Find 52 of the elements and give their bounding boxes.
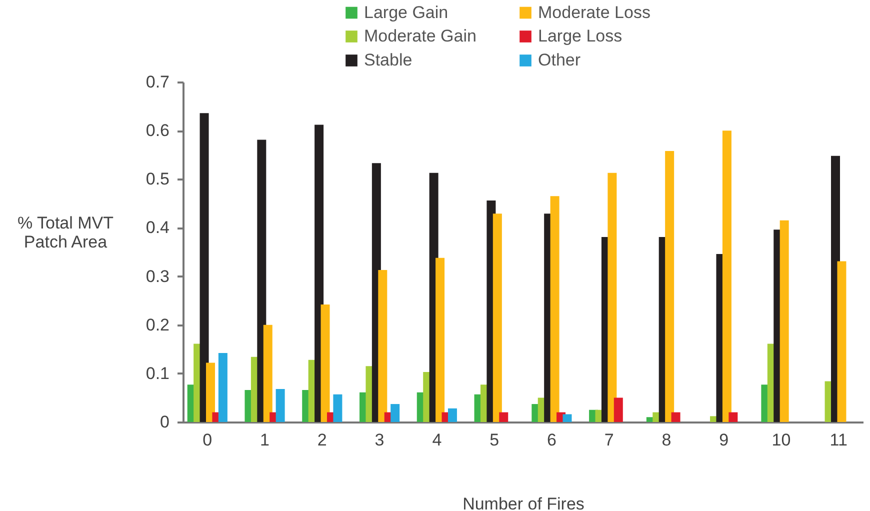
y-tick-label: 0.6 — [146, 121, 170, 140]
legend-label: Other — [538, 50, 581, 70]
y-tick-label: 0.5 — [146, 170, 170, 189]
x-tick-label: 9 — [719, 430, 729, 450]
legend-label: Large Gain — [364, 2, 448, 22]
y-tick-label: 0.2 — [146, 315, 170, 334]
y-tick-label: 0 — [160, 412, 170, 432]
legend-label: Moderate Loss — [538, 2, 650, 22]
bar — [378, 270, 388, 422]
y-tick-label: 0.7 — [146, 72, 170, 92]
x-tick-label: 10 — [772, 430, 791, 450]
bar — [608, 172, 617, 422]
bar — [722, 130, 732, 422]
bar — [550, 196, 560, 422]
x-tick-label: 2 — [317, 430, 327, 450]
y-tick-label: 0.3 — [146, 266, 170, 286]
bar — [390, 404, 400, 422]
bar — [218, 353, 228, 422]
bar — [562, 414, 572, 422]
x-tick-label: 11 — [830, 430, 848, 450]
x-tick-label: 0 — [202, 430, 212, 450]
bar — [614, 398, 623, 422]
bar — [436, 258, 445, 422]
bar — [276, 388, 285, 422]
bar — [263, 324, 272, 422]
bar — [333, 394, 342, 422]
x-tick-label: 6 — [546, 430, 556, 450]
bar — [499, 412, 508, 422]
legend-label: Large Loss — [538, 26, 622, 46]
legend-label: Moderate Gain — [364, 26, 476, 46]
x-tick-label: 5 — [490, 430, 500, 450]
x-tick-label: 7 — [604, 430, 614, 450]
legend-label: Stable — [364, 50, 412, 70]
bar — [780, 220, 789, 422]
bar — [492, 214, 502, 422]
bar — [665, 150, 674, 422]
bar — [206, 362, 215, 422]
x-tick-label: 3 — [374, 430, 384, 450]
y-axis-title: % Total MVT Patch Area — [17, 214, 114, 252]
y-tick-label: 0.1 — [146, 364, 170, 383]
bar — [671, 412, 680, 422]
bar — [448, 408, 457, 422]
x-tick-label: 1 — [260, 430, 270, 450]
bar — [257, 140, 266, 422]
x-axis-title: Number of Fires — [462, 494, 584, 511]
bar — [837, 261, 846, 422]
bar — [728, 412, 738, 422]
x-tick-label: 8 — [662, 430, 672, 450]
y-tick-label: 0.4 — [146, 218, 170, 238]
bar — [320, 304, 330, 422]
x-tick-label: 4 — [432, 430, 442, 450]
bar — [200, 113, 209, 422]
